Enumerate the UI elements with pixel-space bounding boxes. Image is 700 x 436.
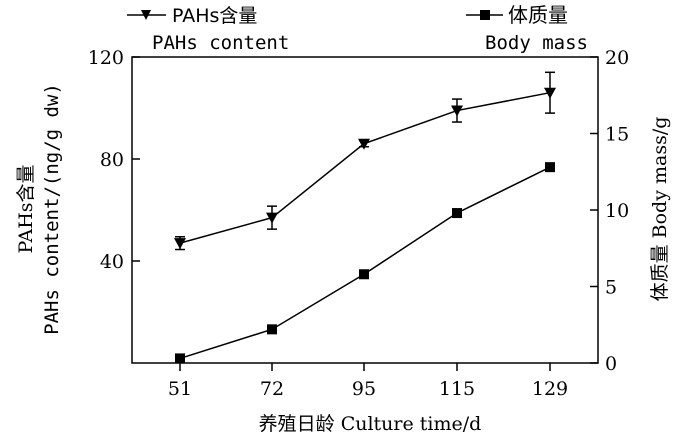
legend-body-marker	[480, 10, 490, 20]
series-pahs-line	[179, 91, 551, 244]
right-tick-label-5: 5	[605, 277, 617, 299]
series-pahs-point-51	[174, 238, 186, 250]
legend-pahs-label-en: PAHs content	[152, 32, 289, 54]
legend-body-label-en: Body mass	[485, 32, 588, 54]
series-body-mass-point-115	[452, 208, 462, 219]
left-axis-label-line1: PAHs含量	[15, 164, 37, 253]
x-axis-label: 养殖日龄 Culture time/d	[259, 413, 482, 435]
right-tick-label-15: 15	[605, 124, 629, 146]
series-body-mass-point-95	[359, 269, 369, 280]
series-body-mass-line	[179, 166, 551, 360]
x-tick-label-129: 129	[532, 378, 568, 400]
series-pahs-point-95	[358, 138, 370, 150]
series-body-mass-point-129	[545, 162, 555, 173]
right-axis-label: 体质量 Body mass/g	[649, 117, 671, 302]
series-pahs-point-129	[544, 87, 556, 99]
left-tick-label-40: 40	[100, 251, 124, 273]
right-tick-label-0: 0	[605, 353, 617, 375]
legend-item-pahs: PAHs含量 PAHs content	[127, 5, 289, 54]
x-tick-label-72: 72	[260, 378, 284, 400]
right-tick-label-10: 10	[605, 200, 629, 222]
x-axis: 51 72 95 115 129	[168, 363, 568, 400]
legend-item-body-mass: 体质量 Body mass	[466, 3, 588, 54]
legend-pahs-label-cn: PAHs含量	[172, 5, 257, 27]
plot-frame	[131, 56, 599, 364]
series-pahs-point-72	[266, 212, 278, 224]
series-layer	[174, 71, 556, 364]
legend-pahs-marker	[141, 10, 151, 20]
series-body-mass-point-51	[175, 353, 185, 364]
series-pahs-point-115	[451, 105, 463, 117]
x-tick-label-95: 95	[352, 378, 376, 400]
x-tick-label-115: 115	[439, 378, 475, 400]
right-tick-label-20: 20	[605, 47, 629, 69]
left-tick-label-120: 120	[88, 47, 124, 69]
series-body-mass-point-72	[267, 324, 277, 335]
x-tick-label-51: 51	[168, 378, 192, 400]
right-axis: 0 5 10 15 20	[590, 47, 629, 375]
legend-body-label-cn: 体质量	[508, 3, 568, 27]
legend: PAHs含量 PAHs content 体质量 Body mass	[127, 3, 588, 54]
left-axis: 40 80 120	[88, 47, 140, 273]
left-tick-label-80: 80	[100, 149, 124, 171]
left-axis-label-line2: PAHs content/(ng/g dw)	[41, 83, 63, 335]
